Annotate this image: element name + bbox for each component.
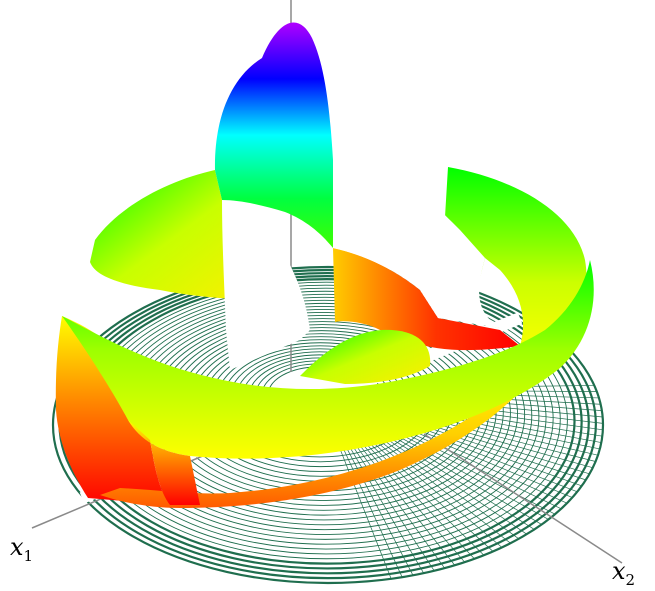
x2-axis-line [423, 433, 623, 564]
surface-front-fold [128, 420, 200, 505]
surface-inner-lobe [300, 329, 431, 384]
surface-center-fin [333, 248, 520, 351]
surface-back-ribbon [440, 167, 587, 360]
surface-front-ribbon [62, 260, 594, 459]
surface-left-ribbon [90, 170, 265, 300]
surface-base-band [100, 360, 545, 508]
surface-peak-cutout [222, 200, 310, 370]
x1-axis-label: x1 [10, 533, 34, 565]
surface-peak [214, 22, 333, 249]
x2-axis-label: x2 [612, 557, 636, 589]
contour-ring [51, 265, 605, 585]
surface-right-cutout [333, 160, 500, 328]
surface-left-wall [55, 316, 171, 505]
